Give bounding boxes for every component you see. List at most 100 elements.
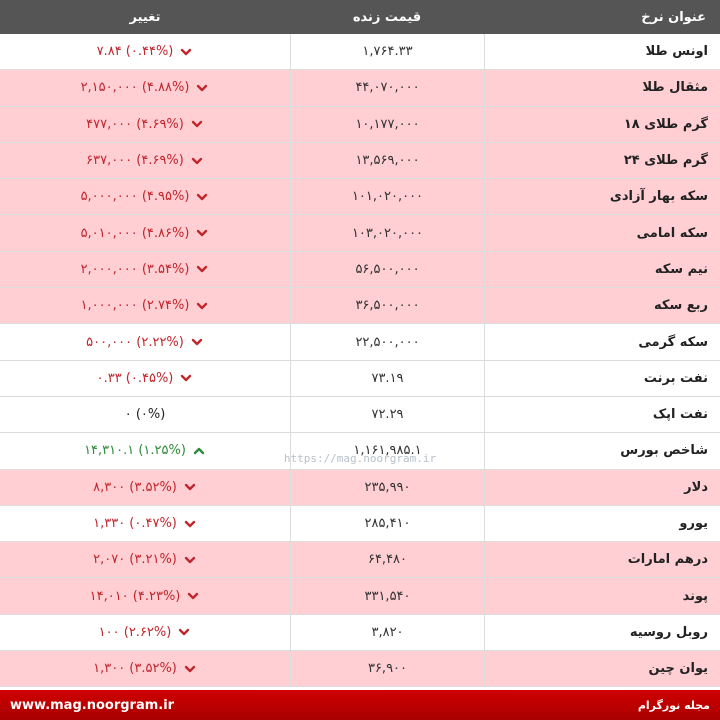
chevron-down-icon [195, 190, 209, 204]
chevron-down-icon [183, 553, 197, 567]
table-row: درهم امارات ۶۴,۴۸۰ ۲,۰۷۰ (۳.۲۱%) [0, 542, 720, 579]
live-price: ۱۳,۵۶۹,۰۰۰ [290, 142, 484, 179]
change-value: ۱,۰۰۰,۰۰۰ (۲.۷۴%) [80, 298, 190, 314]
change-value: ۱۴,۰۱۰ (۴.۲۳%) [89, 588, 181, 604]
live-price: ۶۴,۴۸۰ [290, 542, 484, 578]
change-cell: ۸,۳۰۰ (۳.۵۲%) [0, 470, 290, 505]
rate-title: مثقال طلا [484, 70, 720, 106]
chevron-down-icon [177, 625, 191, 639]
change-value: ۷.۸۴ (۰.۴۴%) [96, 44, 174, 60]
change-value: ۵۰۰,۰۰۰ (۲.۲۲%) [86, 334, 184, 350]
change-cell: ۲,۰۰۰,۰۰۰ (۳.۵۴%) [0, 252, 290, 287]
change-value: ۰.۳۳ (۰.۴۵%) [96, 370, 174, 386]
rate-title: روبل روسیه [484, 614, 720, 651]
live-price: ۲۲,۵۰۰,۰۰۰ [290, 324, 484, 360]
live-price: ۳,۸۲۰ [290, 614, 484, 651]
live-price: ۱۰۳,۰۲۰,۰۰۰ [290, 215, 484, 251]
table-row: روبل روسیه ۳,۸۲۰ ۱۰۰ (۲.۶۲%) [0, 614, 720, 652]
live-price: ۱,۱۶۱,۹۸۵.۱ [290, 433, 484, 469]
table-row: سکه بهار آزادی ۱۰۱,۰۲۰,۰۰۰ ۵,۰۰۰,۰۰۰ (۴.۹۵… [0, 179, 720, 216]
table-row: دلار ۲۳۵,۹۹۰ ۸,۳۰۰ (۳.۵۲%) [0, 469, 720, 506]
chevron-down-icon [190, 154, 204, 168]
chevron-down-icon [179, 371, 193, 385]
live-price: ۲۸۵,۴۱۰ [290, 505, 484, 542]
change-cell: ۱,۳۳۰ (۰.۴۷%) [0, 506, 290, 541]
change-value: ۶۳۷,۰۰۰ (۴.۶۹%) [86, 153, 184, 169]
change-cell: ۲,۱۵۰,۰۰۰ (۴.۸۸%) [0, 70, 290, 105]
change-value: ۱,۳۳۰ (۰.۴۷%) [93, 516, 177, 531]
rate-title: سکه امامی [484, 215, 720, 251]
table-row: نفت برنت ۷۳.۱۹ ۰.۳۳ (۰.۴۵%) [0, 360, 720, 397]
table-row: یورو ۲۸۵,۴۱۰ ۱,۳۳۰ (۰.۴۷%) [0, 505, 720, 543]
rate-title: یوان چین [484, 651, 720, 687]
change-value: ۱۴,۳۱۰.۱ (۱.۲۵%) [84, 443, 186, 459]
rate-title: سکه بهار آزادی [484, 179, 720, 215]
change-cell: ۴۷۷,۰۰۰ (۴.۶۹%) [0, 107, 290, 142]
live-price: ۱,۷۶۴.۳۳ [290, 34, 484, 70]
rate-title: نفت اپک [484, 396, 720, 433]
chevron-down-icon [190, 117, 204, 131]
header-price-col: قیمت زنده [352, 9, 422, 25]
chevron-down-icon [195, 226, 209, 240]
table-row: سکه امامی ۱۰۳,۰۲۰,۰۰۰ ۵,۰۱۰,۰۰۰ (۴.۸۶%) [0, 215, 720, 252]
change-value: ۱۰۰ (۲.۶۲%) [98, 624, 172, 640]
footer-url[interactable]: www.mag.noorgram.ir [10, 697, 175, 713]
table-row: سکه گرمی ۲۲,۵۰۰,۰۰۰ ۵۰۰,۰۰۰ (۲.۲۲%) [0, 324, 720, 361]
rate-title: گرم طلای ۱۸ [484, 106, 720, 142]
rate-title: پوند [484, 578, 720, 614]
rate-title: شاخص بورس [484, 433, 720, 469]
change-value: ۱,۳۰۰ (۳.۵۲%) [93, 661, 177, 677]
table-row: نیم سکه ۵۶,۵۰۰,۰۰۰ ۲,۰۰۰,۰۰۰ (۳.۵۴%) [0, 251, 720, 289]
live-price: ۵۶,۵۰۰,۰۰۰ [290, 251, 484, 288]
rate-title: دلار [484, 469, 720, 505]
change-cell: ۶۳۷,۰۰۰ (۴.۶۹%) [0, 143, 290, 178]
live-price: ۲۳۵,۹۹۰ [290, 469, 484, 505]
change-value: ۲,۱۵۰,۰۰۰ (۴.۸۸%) [80, 80, 190, 96]
change-cell: ۱۴,۰۱۰ (۴.۲۳%) [0, 578, 290, 613]
change-cell: ۲,۰۷۰ (۳.۲۱%) [0, 542, 290, 577]
table-body: اونس طلا ۱,۷۶۴.۳۳ ۷.۸۴ (۰.۴۴%) مثقال طلا ۴۴,… [0, 34, 720, 688]
table-row: یوان چین ۳۶,۹۰۰ ۱,۳۰۰ (۳.۵۲%) [0, 651, 720, 688]
change-value: ۲,۰۰۰,۰۰۰ (۳.۵۴%) [80, 261, 190, 277]
rate-title: اونس طلا [484, 34, 720, 70]
live-price: ۳۶,۵۰۰,۰۰۰ [290, 288, 484, 324]
rate-title: سکه گرمی [484, 324, 720, 360]
table-row: مثقال طلا ۴۴,۰۷۰,۰۰۰ ۲,۱۵۰,۰۰۰ (۴.۸۸%) [0, 70, 720, 107]
chevron-up-icon [192, 444, 206, 458]
footer-brand: مجله نورگرام [637, 698, 710, 712]
table-row: نفت اپک ۷۲.۲۹ ۰ (۰%) [0, 396, 720, 434]
rate-title: درهم امارات [484, 542, 720, 578]
change-cell: ۱,۰۰۰,۰۰۰ (۲.۷۴%) [0, 288, 290, 323]
change-value: ۲,۰۷۰ (۳.۲۱%) [93, 552, 177, 568]
table-row: گرم طلای ۱۸ ۱۰,۱۷۷,۰۰۰ ۴۷۷,۰۰۰ (۴.۶۹%) [0, 106, 720, 143]
table-row: ربع سکه ۳۶,۵۰۰,۰۰۰ ۱,۰۰۰,۰۰۰ (۲.۷۴%) [0, 288, 720, 325]
change-cell: ۵,۰۰۰,۰۰۰ (۴.۹۵%) [0, 179, 290, 214]
change-cell: ۵,۰۱۰,۰۰۰ (۴.۸۶%) [0, 215, 290, 250]
chevron-down-icon [186, 589, 200, 603]
live-price: ۳۶,۹۰۰ [290, 651, 484, 687]
chevron-down-icon [183, 480, 197, 494]
change-value: ۵,۰۰۰,۰۰۰ (۴.۹۵%) [80, 189, 190, 205]
change-cell: ۰ (۰%) [0, 397, 290, 432]
live-price: ۴۴,۰۷۰,۰۰۰ [290, 70, 484, 106]
change-cell: ۵۰۰,۰۰۰ (۲.۲۲%) [0, 324, 290, 359]
rate-title: ربع سکه [484, 288, 720, 324]
change-value: ۰ (۰%) [124, 407, 166, 423]
rate-title: یورو [484, 505, 720, 542]
change-value: ۸,۳۰۰ (۳.۵۲%) [93, 479, 177, 495]
chevron-down-icon [183, 517, 197, 531]
table-header: عنوان نرخ قیمت زنده تغییر [0, 0, 720, 34]
live-price: ۳۳۱,۵۴۰ [290, 578, 484, 614]
chevron-down-icon [195, 299, 209, 313]
table-row: پوند ۳۳۱,۵۴۰ ۱۴,۰۱۰ (۴.۲۳%) [0, 578, 720, 615]
chevron-down-icon [179, 45, 193, 59]
change-cell: ۰.۳۳ (۰.۴۵%) [0, 361, 290, 396]
change-value: ۴۷۷,۰۰۰ (۴.۶۹%) [86, 116, 184, 132]
table-row: اونس طلا ۱,۷۶۴.۳۳ ۷.۸۴ (۰.۴۴%) [0, 34, 720, 71]
live-price: ۱۰,۱۷۷,۰۰۰ [290, 106, 484, 142]
chevron-down-icon [195, 262, 209, 276]
change-cell: ۷.۸۴ (۰.۴۴%) [0, 34, 290, 69]
footer-bar: مجله نورگرام www.mag.noorgram.ir [0, 690, 720, 720]
chevron-down-icon [195, 81, 209, 95]
